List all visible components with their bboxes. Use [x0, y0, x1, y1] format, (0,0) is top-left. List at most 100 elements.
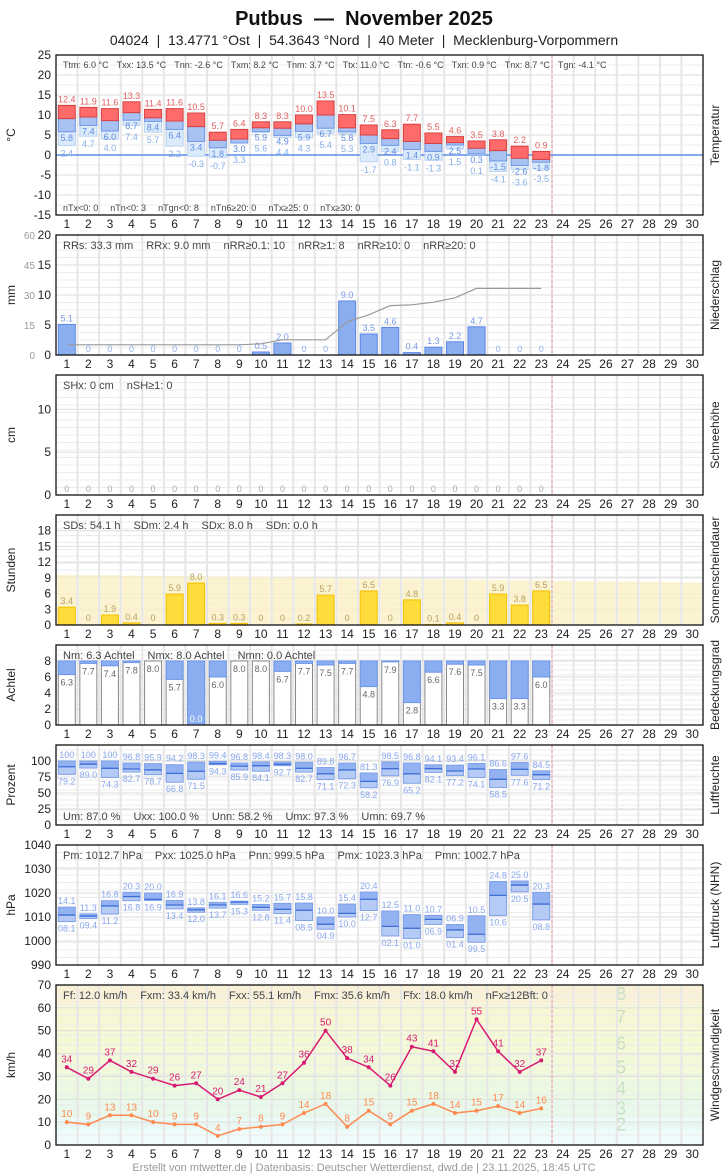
bar — [467, 660, 486, 666]
lower-box — [467, 933, 486, 943]
x-tick-label: 20 — [470, 727, 484, 741]
x-tick-label: 5 — [150, 357, 157, 371]
mean-wind-point — [431, 1101, 436, 1106]
bar-label: 0 — [431, 484, 436, 494]
footer-credit: Erstellt von mtwetter.de | Datenbasis: D… — [132, 1162, 595, 1174]
max-bar — [359, 124, 378, 136]
ground-min-label: 4.7 — [82, 139, 95, 149]
min-bar — [338, 127, 357, 133]
stat-text: Fxm: 33.4 km/h — [140, 990, 216, 1002]
bar-label: 0.4 — [406, 342, 419, 352]
x-tick-label: 27 — [621, 217, 635, 231]
ground-min-label: -3.6 — [512, 177, 528, 187]
min-label: 58.2 — [360, 790, 378, 800]
x-tick-label: 2 — [85, 627, 92, 641]
x-tick-label: 20 — [470, 217, 484, 231]
mean-wind-point — [129, 1113, 134, 1118]
x-tick-label: 29 — [664, 627, 678, 641]
lower-box — [510, 768, 529, 776]
x-tick-label: 10 — [254, 357, 268, 371]
ground-min-label: 7.4 — [125, 132, 138, 142]
x-tick-label: 7 — [193, 727, 200, 741]
y-tick-label: 0 — [44, 148, 51, 162]
x-tick-label: 16 — [384, 217, 398, 231]
bar — [295, 660, 314, 664]
bar-label: 0 — [107, 344, 112, 354]
stat-text: Nmn: 0.0 Achtel — [238, 650, 316, 662]
bar — [57, 606, 76, 626]
bar-label: 5.1 — [61, 313, 74, 323]
bar-label: 0 — [539, 344, 544, 354]
lower-box — [424, 918, 443, 925]
min-label: 5.8 — [341, 133, 354, 143]
y-tick-label: 75 — [38, 770, 52, 784]
bar — [510, 604, 529, 626]
panel-label: Sonnenscheindauer — [708, 517, 722, 624]
bar-label: 0 — [517, 484, 522, 494]
bar-label: 6.7 — [276, 674, 289, 684]
max-label: 96.8 — [231, 752, 249, 762]
gust-point — [452, 1069, 457, 1074]
min-label: 79.2 — [58, 776, 76, 786]
x-tick-label: 16 — [384, 967, 398, 981]
possible-sunshine-bar — [553, 580, 573, 625]
min-label: 6.7 — [319, 129, 332, 139]
possible-sunshine-bar — [337, 578, 357, 625]
x-tick-label: 22 — [513, 627, 527, 641]
max-label: 11.9 — [80, 96, 97, 106]
min-label: 77.6 — [511, 777, 529, 787]
min-label: 82.1 — [425, 774, 443, 784]
y-tick-label: 0 — [44, 488, 51, 502]
max-label: 0.9 — [535, 140, 548, 150]
min-label: 08.1 — [58, 924, 76, 934]
mean-wind-label: 10 — [147, 1109, 159, 1120]
min-bar — [273, 127, 292, 136]
bar-label: 0 — [302, 344, 307, 354]
gust-label: 27 — [191, 1070, 203, 1081]
x-tick-label: 22 — [513, 827, 527, 841]
min-label: 10.0 — [338, 919, 356, 929]
x-tick-label: 22 — [513, 357, 527, 371]
max-bar — [424, 132, 443, 144]
min-label: 66.8 — [166, 784, 184, 794]
gust-point — [237, 1088, 242, 1093]
min-bar — [251, 127, 270, 132]
x-tick-label: 26 — [599, 827, 613, 841]
max-label: 11.6 — [166, 98, 183, 108]
min-label: 1.4 — [406, 150, 419, 160]
x-tick-label: 13 — [319, 627, 333, 641]
max-label: 15.7 — [274, 892, 292, 902]
y-tick-label: 1020 — [24, 886, 51, 900]
mean-wind-point — [452, 1111, 457, 1115]
x-tick-label: 20 — [470, 497, 484, 511]
max-label: 24.8 — [489, 870, 507, 880]
bar-label: 4.8 — [362, 690, 375, 700]
x-tick-label: 10 — [254, 627, 268, 641]
x-tick-label: 1 — [63, 497, 70, 511]
mean-wind-point — [323, 1101, 328, 1106]
x-tick-label: 19 — [448, 827, 462, 841]
bar-label: 4.8 — [406, 589, 419, 599]
min-label: 7.4 — [82, 126, 95, 136]
min-label: -2.6 — [512, 166, 528, 176]
bar — [402, 660, 421, 704]
y-tick-label: 100 — [31, 754, 51, 768]
x-tick-label: 6 — [171, 1147, 178, 1161]
min-label: 11.2 — [101, 916, 118, 926]
y-tick-label: 10 — [38, 288, 52, 302]
stat-text: Txx: 13.5 °C — [117, 60, 167, 70]
x-tick-label: 25 — [578, 357, 592, 371]
bar-label: 3.8 — [513, 594, 526, 604]
min-label: 3.0 — [233, 144, 246, 154]
y-tick-label: 3 — [44, 602, 51, 616]
max-label: 10.5 — [187, 102, 205, 112]
x-tick-label: 15 — [362, 627, 376, 641]
lower-box — [144, 769, 163, 776]
bar-label: 0.3 — [211, 612, 224, 622]
min-label: 3.4 — [190, 142, 203, 152]
y-tick-label: 4 — [44, 686, 51, 700]
min-bar — [165, 120, 184, 130]
